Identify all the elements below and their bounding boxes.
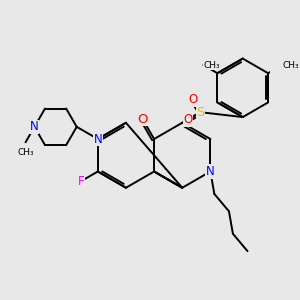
- Text: N: N: [93, 133, 102, 146]
- Text: O: O: [183, 113, 193, 126]
- Text: N: N: [206, 165, 215, 178]
- Text: S: S: [196, 106, 205, 119]
- Text: O: O: [137, 113, 148, 126]
- Text: F: F: [78, 175, 84, 188]
- Text: O: O: [189, 93, 198, 106]
- Text: CH₃: CH₃: [203, 61, 220, 70]
- Text: CH₃: CH₃: [282, 61, 299, 70]
- Text: CH₃: CH₃: [17, 148, 34, 157]
- Text: N: N: [30, 120, 39, 133]
